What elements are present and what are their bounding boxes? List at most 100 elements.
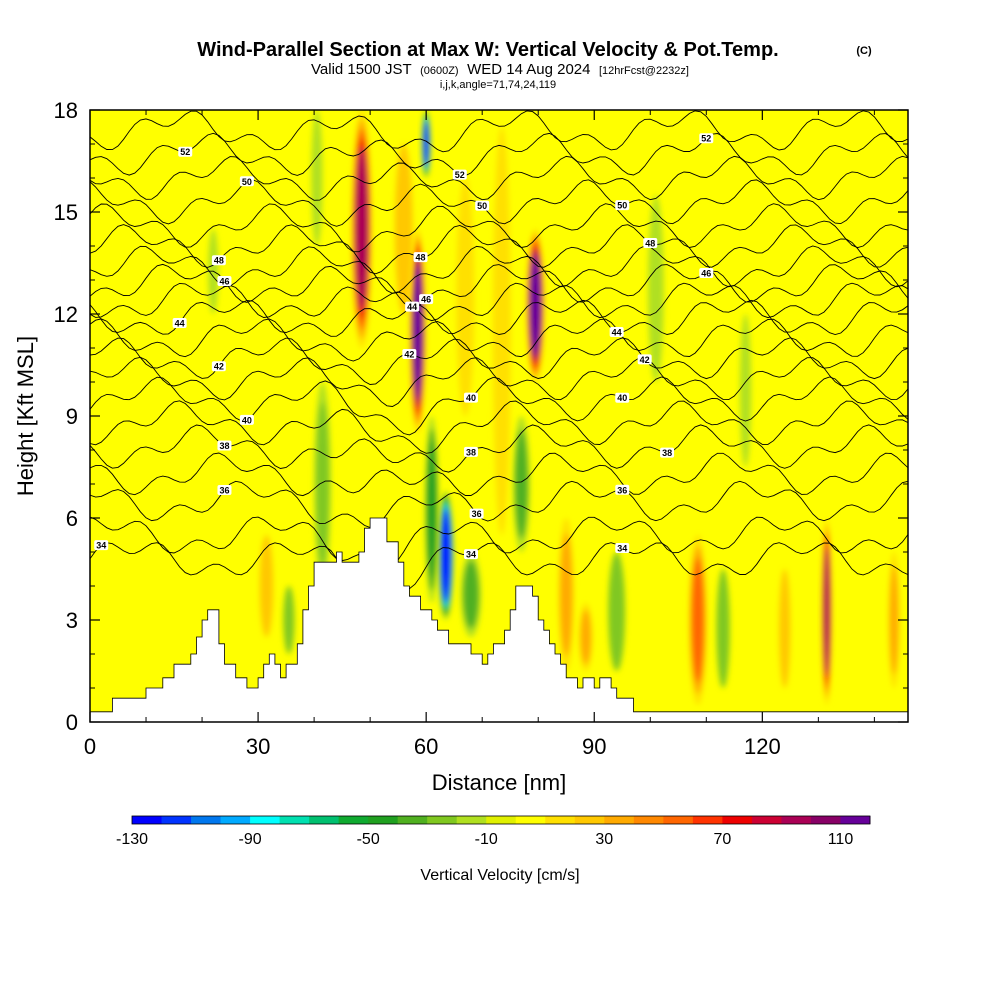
colorbar-swatch [309,816,340,824]
contour-label-34: 34 [466,550,476,560]
valid-utc: (0600Z) [420,65,459,77]
contour-label-44: 44 [407,302,417,312]
colorbar-swatch [279,816,310,824]
contour-label-bg [475,200,490,211]
colorbar-swatch [751,816,782,824]
contour-label-bg [660,447,675,458]
velocity-core-20 [888,552,900,688]
colorbar-swatch [191,816,222,824]
colorbar-swatch [633,816,664,824]
theta-contour-42 [90,337,908,385]
colorbar-swatch [456,816,487,824]
theta-contour-53 [90,110,908,153]
contour-label-bg [615,200,630,211]
velocity-core-5 [688,535,707,705]
contour-label-bg [452,169,467,180]
theta-contour-49 [90,203,908,253]
velocity-core-25 [311,110,323,246]
theta-contour-44 [90,299,908,337]
velocity-core-1 [409,229,426,433]
colorbar-swatch [220,816,251,824]
contour-label-bg [217,484,232,495]
contour-label-bg [643,238,658,249]
y-tick-label: 3 [66,608,78,633]
contour-label-bg [463,549,478,560]
velocity-core-2 [437,490,454,620]
forecast-info: [12hrFcst@2232z] [599,65,689,77]
x-tick-label: 0 [84,734,96,759]
contour-label-46: 46 [701,268,711,278]
contour-label-34: 34 [617,544,627,554]
contour-label-50: 50 [477,201,487,211]
colorbar-tick-label: -90 [239,831,262,848]
contour-label-bg [239,176,254,187]
contour-label-48: 48 [416,253,426,263]
colorbar-swatch [250,816,281,824]
contour-label-bg [615,484,630,495]
contour-label-42: 42 [640,355,650,365]
contour-label-42: 42 [404,350,414,360]
velocity-core-11 [513,416,530,552]
contour-label-bg [172,317,187,328]
theta-contour-50 [90,179,908,227]
velocity-core-16 [558,518,575,671]
valid-prefix: Valid 1500 JST [311,61,412,78]
theta-contour-39 [90,400,908,454]
contour-label-36: 36 [219,485,229,495]
colorbar-tick-label: 70 [714,831,732,848]
contour-label-bg [211,361,226,372]
theta-contour-51 [90,155,908,201]
x-tick-label: 60 [414,734,438,759]
colorbar-swatch [810,816,841,824]
colorbar-swatch [840,816,871,824]
contour-label-40: 40 [466,393,476,403]
colorbar-swatch [338,816,369,824]
x-tick-label: 120 [744,734,781,759]
y-tick-label: 12 [54,302,78,327]
colorbar-frame [131,815,871,825]
colorbar-swatch [663,816,694,824]
contour-label-38: 38 [219,441,229,451]
contour-label-bg [178,146,193,157]
y-axis-label: Height [Kft MSL] [13,336,38,496]
velocity-core-17 [579,603,593,671]
colorbar-swatch [132,816,163,824]
contour-labels: 34 34 34 36 36 36 38 38 38 40 40 40 42 42 42 44 44 44 46 46… [94,133,714,560]
colorbar-swatch [781,816,812,824]
velocity-core-9 [425,416,439,603]
contour-label-bg [615,543,630,554]
colorbar-swatch [486,816,517,824]
contour-label-bg [419,294,434,305]
contour-label-bg [211,255,226,266]
velocity-core-10 [460,552,482,637]
contour-label-38: 38 [466,447,476,457]
contour-label-40: 40 [242,415,252,425]
contour-label-bg [217,275,232,286]
colorbar-tick-label: 110 [828,831,854,848]
contour-label-bg [637,354,652,365]
contour-label-bg [469,508,484,519]
contour-label-52: 52 [180,147,190,157]
contour-label-bg [609,326,624,337]
colorbar-swatch [515,816,546,824]
contour-label-bg [699,133,714,144]
plot-area: 34 34 34 36 36 36 38 38 38 40 40 40 42 42 42 44 44 44 46 46… [90,110,908,722]
contour-label-bg [94,540,109,551]
valid-date: WED 14 Aug 2024 [467,61,590,78]
contour-label-bg [405,301,420,312]
contour-label-bg [413,252,428,263]
contour-label-bg [463,446,478,457]
colorbar-swatch [545,816,576,824]
velocity-core-0 [351,110,372,348]
contour-label-36: 36 [617,485,627,495]
colorbar-swatch [397,816,428,824]
x-tick-label: 30 [246,734,270,759]
velocity-core-7 [394,144,413,314]
colorbar: -130 -90 -50 -10 30 70 110 [116,815,871,848]
contour-label-bg [463,392,478,403]
theta-contour-37 [90,452,908,497]
colorbar-swatch [604,816,635,824]
colorbar-label: Vertical Velocity [cm/s] [420,867,579,884]
